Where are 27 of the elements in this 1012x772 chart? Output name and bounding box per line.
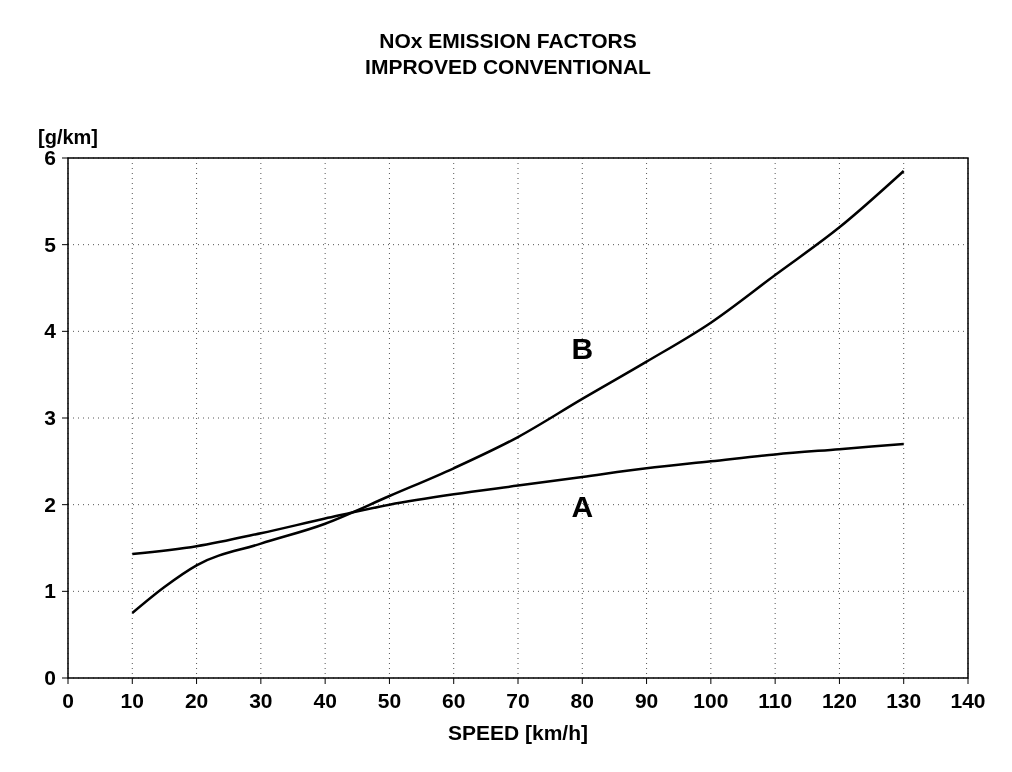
y-tick-label: 0 [44,666,56,689]
x-tick-label: 50 [377,689,402,712]
x-tick-label: 30 [249,689,273,712]
x-tick-label: 0 [62,689,74,712]
y-tick-label: 2 [44,492,56,516]
series-label: B [571,331,594,365]
series-label: A [571,489,594,523]
x-tick-label: 70 [506,689,530,712]
x-tick-label: 40 [313,689,337,712]
y-tick-label: 3 [44,406,56,429]
x-tick-label: 90 [634,689,659,712]
x-tick-label: 130 [886,689,922,712]
x-tick-label: 10 [120,689,144,712]
x-tick-label: 110 [758,689,793,712]
y-tick-label: 5 [44,232,57,256]
x-tick-label: 140 [950,689,986,712]
x-tick-label: 80 [570,689,594,712]
x-tick-label: 60 [442,689,466,712]
x-tick-label: 20 [184,689,209,712]
line-series [131,169,905,615]
y-tick-label: 1 [44,579,57,603]
chart-title: NOx EMISSION FACTORS IMPROVED CONVENTIONAL [365,29,652,78]
y-tick-label: 4 [44,319,57,343]
x-axis-title: SPEED [km/h] [447,721,589,744]
y-axis-title: [g/km] [38,126,98,148]
x-tick-label: 120 [821,689,857,712]
x-tick-label: 100 [693,689,729,712]
